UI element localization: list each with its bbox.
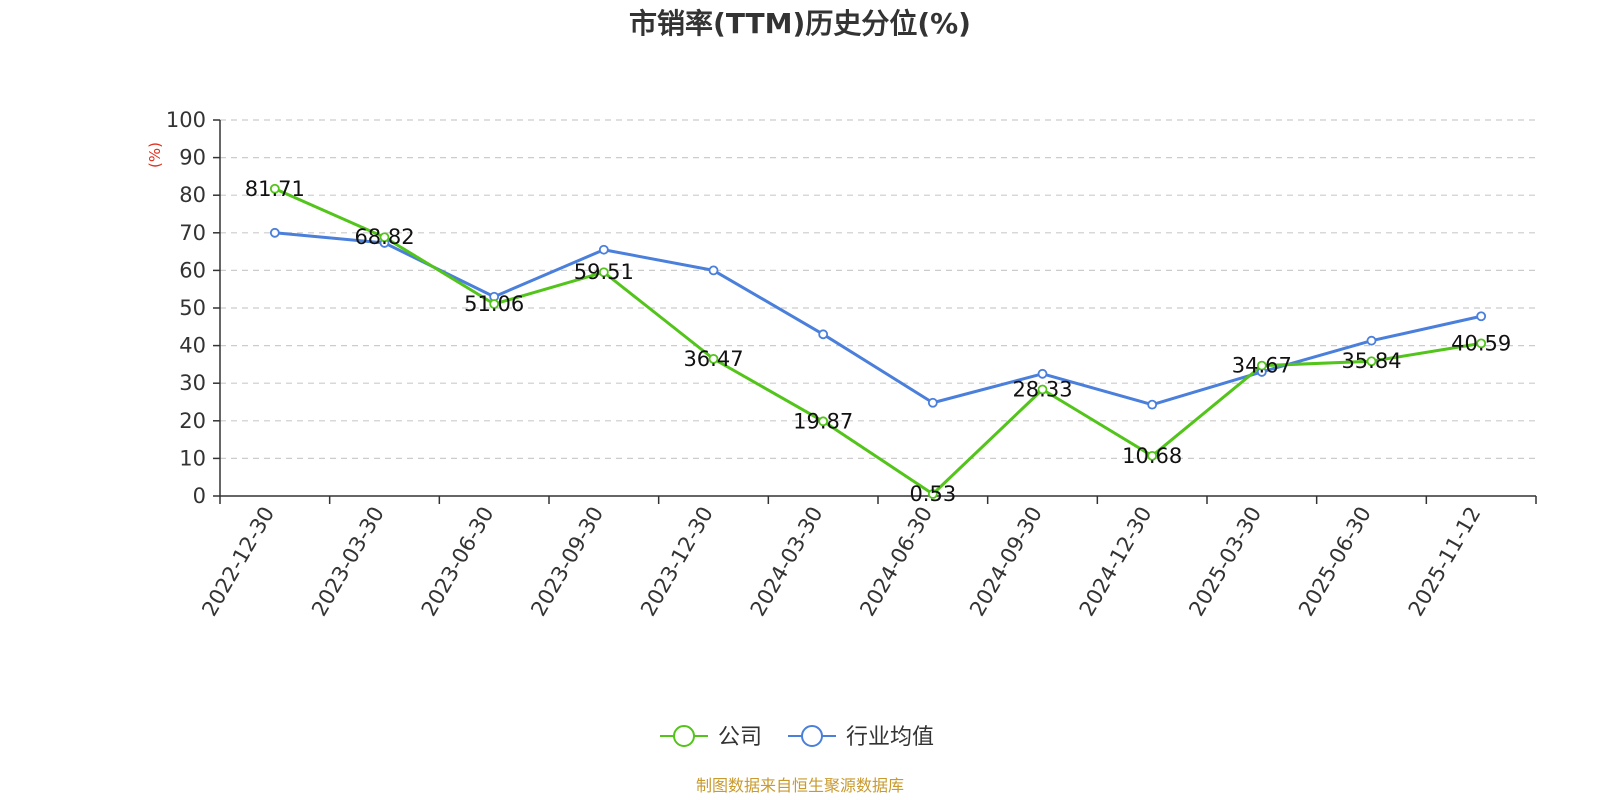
legend-marker <box>673 725 695 747</box>
data-point[interactable] <box>818 329 829 340</box>
x-tick-labels: 2022-12-30 2023-03-30 2023-06-30 2023-09-30… <box>197 502 1485 620</box>
data-point[interactable] <box>1366 356 1377 367</box>
legend-label: 公司 <box>718 725 762 750</box>
data-point[interactable] <box>1037 368 1048 379</box>
data-label: 40.59 <box>1451 331 1511 355</box>
legend-marker <box>801 725 823 747</box>
data-label: 51.06 <box>464 292 524 316</box>
y-tick-label: 40 <box>179 334 206 358</box>
y-tick-label: 70 <box>179 221 206 245</box>
data-point[interactable] <box>1476 338 1487 349</box>
data-point[interactable] <box>598 244 609 255</box>
y-tick-label: 0 <box>193 484 206 508</box>
grid-lines <box>220 119 1536 459</box>
x-tick-label: 2025-03-30 <box>1184 503 1266 621</box>
x-tick-label: 2023-09-30 <box>526 503 608 621</box>
y-tick-label: 90 <box>179 146 206 170</box>
y-tick-label: 20 <box>179 409 206 433</box>
data-point[interactable] <box>927 397 938 408</box>
data-label: 35.84 <box>1341 349 1401 373</box>
data-point[interactable] <box>269 227 280 238</box>
data-point[interactable] <box>1147 399 1158 410</box>
data-label: 59.51 <box>574 260 634 284</box>
x-tick-label: 2024-06-30 <box>855 502 937 620</box>
data-point[interactable] <box>489 299 500 309</box>
data-label: 34.67 <box>1232 354 1292 378</box>
data-labels: 81.71 68.82 51.06 59.51 36.47 19.87 0.53 28.33 1… <box>245 177 1511 506</box>
x-tick-label: 2023-06-30 <box>417 502 499 620</box>
x-tick-label: 2024-12-30 <box>1075 503 1157 621</box>
data-point[interactable] <box>1366 335 1377 346</box>
data-point[interactable] <box>598 267 609 278</box>
data-point[interactable] <box>927 489 938 499</box>
data-label: 36.47 <box>683 347 743 371</box>
legend-label: 行业均值 <box>846 725 934 750</box>
data-label: 68.82 <box>354 225 414 249</box>
x-tick-label: 2025-06-30 <box>1294 503 1376 621</box>
source-text: 制图数据来自恒生聚源数据库 <box>696 776 904 795</box>
data-label: 19.87 <box>793 409 853 433</box>
series-group <box>269 183 1487 499</box>
legend-item-0[interactable]: 公司 <box>660 725 762 750</box>
data-point[interactable] <box>708 353 719 364</box>
data-label: 28.33 <box>1012 377 1072 401</box>
x-tick-label: 2024-09-30 <box>965 503 1047 621</box>
data-point[interactable] <box>269 183 280 194</box>
y-tick-label: 60 <box>179 258 206 282</box>
axes <box>213 119 1537 504</box>
x-tick-label: 2025-11-12 <box>1404 503 1486 621</box>
x-tick-label: 2024-03-30 <box>746 503 828 621</box>
x-tick-label: 2022-12-30 <box>197 503 279 621</box>
data-point[interactable] <box>1476 311 1487 322</box>
data-label: 0.53 <box>909 482 956 506</box>
data-point[interactable] <box>708 265 719 276</box>
x-tick-label: 2023-12-30 <box>636 503 718 621</box>
data-label: 81.71 <box>245 177 305 201</box>
data-point[interactable] <box>1147 450 1158 461</box>
data-label: 10.68 <box>1122 444 1182 468</box>
data-point[interactable] <box>1256 360 1267 371</box>
series-line-0 <box>274 187 1482 496</box>
y-tick-label: 10 <box>179 446 206 470</box>
series-line-1 <box>274 231 1482 407</box>
y-axis-label: (%) <box>146 142 164 168</box>
x-tick-label: 2023-03-30 <box>307 503 389 621</box>
data-point[interactable] <box>379 232 390 243</box>
legend[interactable]: 公司 行业均值 <box>660 725 934 750</box>
data-point[interactable] <box>818 416 829 427</box>
y-tick-label: 80 <box>179 183 206 207</box>
y-tick-label: 50 <box>179 296 206 320</box>
y-tick-label: 30 <box>179 371 206 395</box>
y-tick-label: 100 <box>166 108 206 132</box>
legend-item-1[interactable]: 行业均值 <box>788 725 934 750</box>
chart-title: 市销率(TTM)历史分位(%) <box>629 7 971 40</box>
y-tick-labels: 0 10 20 30 40 50 60 70 80 90 100 <box>166 108 206 508</box>
data-point[interactable] <box>1037 384 1048 395</box>
